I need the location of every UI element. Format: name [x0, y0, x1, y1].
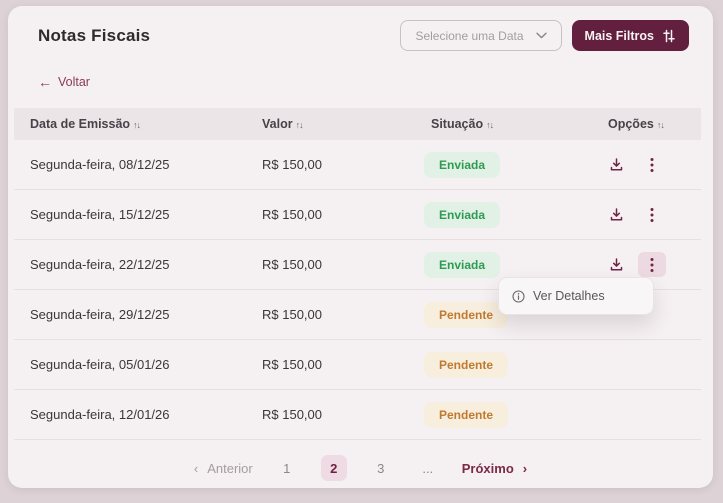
table-row: Segunda-feira, 08/12/25 R$ 150,00 Enviad…: [14, 140, 701, 190]
back-link-label: Voltar: [58, 75, 90, 89]
table-row: Segunda-feira, 05/01/26 R$ 150,00 Penden…: [14, 340, 701, 390]
invoices-table: Data de Emissão ↑↓ Valor ↑↓ Situação ↑↓ Opç…: [14, 108, 701, 440]
row-menu-button[interactable]: [638, 152, 666, 177]
table-row: Segunda-feira, 12/01/26 R$ 150,00 Penden…: [14, 390, 701, 440]
column-header-date[interactable]: Data de Emissão ↑↓: [30, 117, 141, 131]
sliders-icon: [662, 29, 676, 43]
invoice-value: R$ 150,00: [262, 257, 322, 272]
emission-date: Segunda-feira, 15/12/25: [30, 207, 170, 222]
page-title: Notas Fiscais: [38, 25, 151, 45]
pagination-next-button[interactable]: Próximo ›: [462, 461, 527, 476]
invoice-value: R$ 150,00: [262, 207, 322, 222]
table-row: Segunda-feira, 22/12/25 R$ 150,00 Enviad…: [14, 240, 701, 290]
table-row: Segunda-feira, 15/12/25 R$ 150,00 Enviad…: [14, 190, 701, 240]
back-link[interactable]: ← Voltar: [38, 75, 90, 89]
invoice-value: R$ 150,00: [262, 157, 322, 172]
date-select[interactable]: Selecione uma Data: [400, 20, 562, 51]
sort-icon: ↑↓: [133, 120, 141, 130]
arrow-left-icon: ←: [38, 74, 52, 90]
emission-date: Segunda-feira, 12/01/26: [30, 407, 170, 422]
column-header-status[interactable]: Situação ↑↓: [431, 117, 494, 131]
pagination-next-label: Próximo: [461, 460, 514, 476]
sort-icon: ↑↓: [295, 120, 304, 130]
chevron-down-icon: [535, 32, 547, 39]
row-menu-button[interactable]: [638, 252, 666, 277]
notas-fiscais-card: Notas Fiscais Selecione uma Data Mais Fi…: [8, 6, 713, 488]
more-filters-label: Mais Filtros: [584, 28, 654, 43]
pagination-pages: 1 2 3...: [274, 455, 441, 481]
status-badge: Pendente: [424, 401, 509, 428]
row-actions: [594, 152, 701, 177]
invoice-value: R$ 150,00: [262, 357, 322, 372]
status-badge: Pendente: [424, 301, 509, 328]
pagination-page-1[interactable]: 1: [274, 455, 300, 481]
row-menu-button[interactable]: [638, 202, 666, 227]
row-actions: [594, 202, 701, 227]
chevron-right-icon: ›: [522, 460, 528, 476]
status-badge: Pendente: [424, 351, 509, 378]
status-badge: Enviada: [424, 151, 501, 178]
kebab-vertical-icon: [650, 207, 654, 223]
pagination-page-2[interactable]: 2: [320, 455, 347, 481]
info-icon: [512, 289, 525, 303]
table-header-row: Data de Emissão ↑↓ Valor ↑↓ Situação ↑↓ Opç…: [14, 108, 701, 140]
emission-date: Segunda-feira, 22/12/25: [30, 257, 170, 272]
emission-date: Segunda-feira, 05/01/26: [30, 357, 170, 372]
status-badge: Enviada: [424, 201, 501, 228]
pagination-page-3[interactable]: 3: [368, 455, 394, 481]
page-header: Notas Fiscais Selecione uma Data Mais Fi…: [8, 6, 713, 51]
download-icon: [609, 257, 624, 272]
sort-icon: ↑↓: [486, 120, 494, 130]
download-button[interactable]: [602, 202, 630, 227]
table-body: Segunda-feira, 08/12/25 R$ 150,00 Enviad…: [14, 140, 701, 440]
date-select-label: Selecione uma Data: [415, 28, 524, 43]
menu-item-label: Ver Detalhes: [533, 289, 605, 303]
sort-icon: ↑↓: [656, 120, 665, 130]
chevron-left-icon: ‹: [193, 460, 199, 476]
pagination: ‹ Anterior 1 2 3... Próximo ›: [8, 455, 713, 481]
kebab-vertical-icon: [650, 157, 654, 173]
pagination-previous-label: Anterior: [207, 460, 253, 476]
pagination-previous-button[interactable]: ‹ Anterior: [194, 461, 253, 476]
column-header-options[interactable]: Opções ↑↓: [608, 117, 665, 131]
table-row: Segunda-feira, 29/12/25 R$ 150,00 Penden…: [14, 290, 701, 340]
pagination-ellipsis[interactable]: ...: [415, 455, 441, 481]
download-button[interactable]: [602, 152, 630, 177]
download-icon: [609, 207, 624, 222]
emission-date: Segunda-feira, 08/12/25: [30, 157, 170, 172]
more-filters-button[interactable]: Mais Filtros: [571, 20, 689, 51]
invoice-value: R$ 150,00: [262, 407, 322, 422]
status-badge: Enviada: [424, 251, 501, 278]
header-controls: Selecione uma Data Mais Filtros: [400, 20, 689, 51]
row-context-menu: Ver Detalhes: [498, 277, 654, 315]
menu-item-ver-detalhes[interactable]: Ver Detalhes: [512, 289, 605, 303]
column-header-value[interactable]: Valor ↑↓: [262, 117, 304, 131]
kebab-vertical-icon: [650, 257, 654, 273]
download-icon: [609, 157, 624, 172]
download-button[interactable]: [602, 252, 630, 277]
invoice-value: R$ 150,00: [262, 307, 322, 322]
row-actions: [594, 252, 701, 277]
emission-date: Segunda-feira, 29/12/25: [30, 307, 170, 322]
